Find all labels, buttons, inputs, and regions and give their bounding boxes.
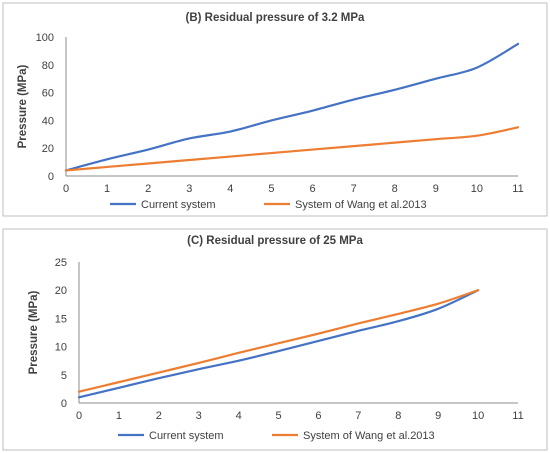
- x-tick-label: 0: [63, 183, 69, 195]
- y-tick-label: 5: [61, 370, 67, 382]
- x-tick-label: 2: [145, 183, 151, 195]
- y-axis-label: Pressure (MPa): [17, 64, 29, 148]
- x-tick-label: 8: [392, 183, 398, 195]
- y-tick-label: 0: [61, 398, 67, 410]
- legend-label-0: Current system: [141, 199, 216, 211]
- legend-label-0: Current system: [149, 430, 224, 442]
- y-tick-label: 100: [36, 32, 54, 44]
- x-tick-label: 0: [76, 410, 82, 422]
- legend-label-1: System of Wang et al.2013: [295, 199, 427, 211]
- x-tick-label: 2: [156, 410, 162, 422]
- y-tick-label: 0: [48, 171, 54, 183]
- y-tick-label: 25: [55, 257, 67, 269]
- legend-label-1: System of Wang et al.2013: [303, 430, 435, 442]
- y-tick-label: 20: [55, 285, 67, 297]
- y-axis-label: Pressure (MPa): [28, 290, 40, 374]
- y-tick-label: 15: [55, 313, 67, 325]
- x-tick-label: 9: [433, 183, 439, 195]
- chart-title: (B) Residual pressure of 3.2 MPa: [186, 12, 366, 24]
- x-tick-label: 3: [186, 183, 192, 195]
- x-tick-label: 4: [236, 410, 242, 422]
- x-tick-label: 1: [116, 410, 122, 422]
- x-tick-label: 4: [227, 183, 233, 195]
- x-tick-label: 1: [104, 183, 110, 195]
- chart-title: (C) Residual pressure of 25 MPa: [187, 235, 363, 247]
- x-tick-label: 7: [355, 410, 361, 422]
- chart-frame: [2, 2, 548, 217]
- x-tick-label: 7: [351, 183, 357, 195]
- y-tick-label: 20: [42, 143, 54, 155]
- x-tick-label: 5: [268, 183, 274, 195]
- series-line-1: [64, 126, 520, 172]
- chart-0: (B) Residual pressure of 3.2 MPa02040608…: [2, 2, 548, 217]
- y-tick-label: 10: [55, 342, 67, 354]
- x-tick-label: 6: [309, 183, 315, 195]
- y-tick-label: 80: [42, 60, 54, 72]
- x-tick-label: 11: [512, 183, 523, 195]
- y-tick-label: 40: [42, 115, 54, 127]
- x-tick-label: 9: [435, 410, 441, 422]
- series-line-0: [77, 289, 480, 399]
- y-tick-label: 60: [42, 88, 54, 100]
- chart-frame: [2, 228, 548, 451]
- series-line-1: [77, 289, 480, 393]
- x-tick-label: 11: [512, 410, 523, 422]
- x-tick-label: 8: [395, 410, 401, 422]
- series-line-0: [64, 42, 520, 172]
- x-tick-label: 10: [471, 183, 483, 195]
- x-tick-label: 5: [275, 410, 281, 422]
- x-tick-label: 6: [315, 410, 321, 422]
- x-tick-label: 3: [196, 410, 202, 422]
- x-tick-label: 10: [472, 410, 484, 422]
- chart-1: (C) Residual pressure of 25 MPa051015202…: [2, 228, 548, 451]
